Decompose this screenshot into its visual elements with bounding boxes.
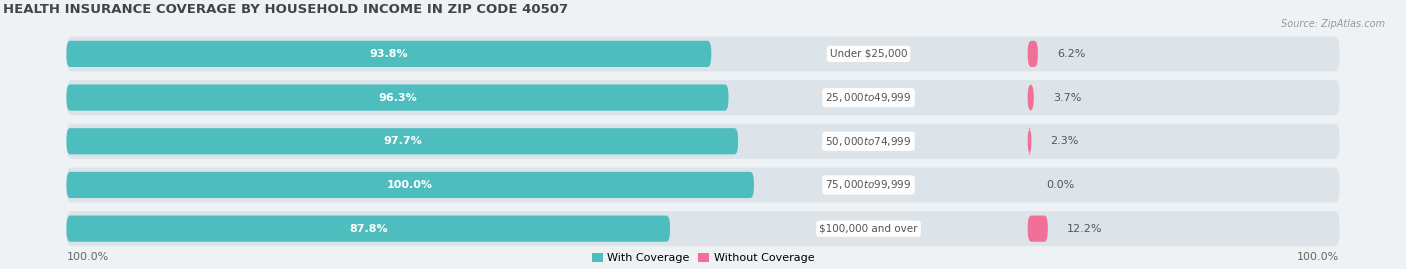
Text: 87.8%: 87.8% xyxy=(349,224,388,234)
FancyBboxPatch shape xyxy=(66,168,1340,203)
Text: Source: ZipAtlas.com: Source: ZipAtlas.com xyxy=(1281,19,1385,29)
Text: HEALTH INSURANCE COVERAGE BY HOUSEHOLD INCOME IN ZIP CODE 40507: HEALTH INSURANCE COVERAGE BY HOUSEHOLD I… xyxy=(3,3,568,16)
FancyBboxPatch shape xyxy=(1028,84,1033,111)
Legend: With Coverage, Without Coverage: With Coverage, Without Coverage xyxy=(588,249,818,268)
Text: 6.2%: 6.2% xyxy=(1057,49,1085,59)
Text: 97.7%: 97.7% xyxy=(382,136,422,146)
FancyBboxPatch shape xyxy=(66,211,1340,246)
Text: $25,000 to $49,999: $25,000 to $49,999 xyxy=(825,91,911,104)
Text: 0.0%: 0.0% xyxy=(1046,180,1076,190)
Text: 12.2%: 12.2% xyxy=(1067,224,1102,234)
Text: 2.3%: 2.3% xyxy=(1050,136,1078,146)
Text: 3.7%: 3.7% xyxy=(1053,93,1081,102)
FancyBboxPatch shape xyxy=(66,124,1340,159)
FancyBboxPatch shape xyxy=(66,84,728,111)
FancyBboxPatch shape xyxy=(66,172,754,198)
FancyBboxPatch shape xyxy=(66,36,1340,71)
Text: 100.0%: 100.0% xyxy=(66,252,108,262)
FancyBboxPatch shape xyxy=(1028,215,1047,242)
FancyBboxPatch shape xyxy=(66,41,711,67)
FancyBboxPatch shape xyxy=(1028,128,1032,154)
Text: $100,000 and over: $100,000 and over xyxy=(820,224,918,234)
FancyBboxPatch shape xyxy=(1028,41,1038,67)
Text: 100.0%: 100.0% xyxy=(1298,252,1340,262)
Text: 100.0%: 100.0% xyxy=(387,180,433,190)
Text: $75,000 to $99,999: $75,000 to $99,999 xyxy=(825,178,911,192)
FancyBboxPatch shape xyxy=(66,215,671,242)
FancyBboxPatch shape xyxy=(66,128,738,154)
Text: 93.8%: 93.8% xyxy=(370,49,408,59)
Text: 96.3%: 96.3% xyxy=(378,93,416,102)
FancyBboxPatch shape xyxy=(66,80,1340,115)
Text: $50,000 to $74,999: $50,000 to $74,999 xyxy=(825,135,911,148)
Text: Under $25,000: Under $25,000 xyxy=(830,49,907,59)
